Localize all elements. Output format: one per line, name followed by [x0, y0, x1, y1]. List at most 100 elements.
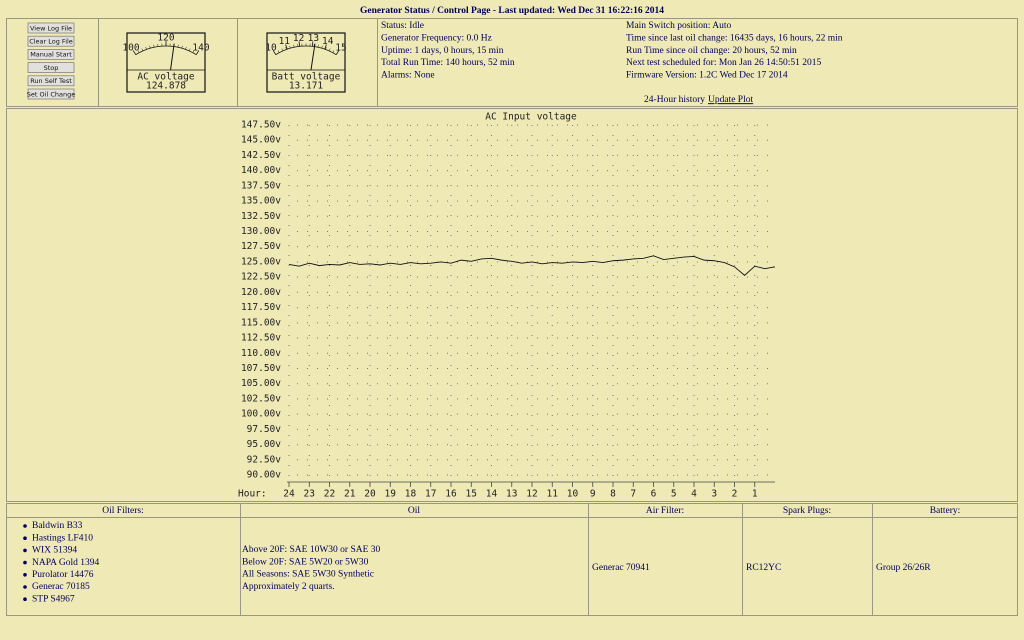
gauge-minor-tick — [195, 52, 198, 55]
button-label[interactable]: Clear Log File — [29, 38, 73, 46]
gauge-box — [266, 32, 346, 93]
gauge-scale-label: 14 — [322, 36, 334, 47]
gauge-minor-tick — [277, 50, 280, 53]
table-header: Air Filter: — [646, 506, 684, 516]
gauge-minor-tick — [332, 50, 335, 53]
button[interactable]: View Log File — [27, 22, 75, 34]
y-tick-label: 95.00v — [247, 439, 282, 450]
gauge-needle — [310, 43, 316, 70]
bullet — [23, 524, 27, 528]
y-tick-label: 125.00v — [241, 256, 281, 267]
status-line: Generator Frequency: 0.0 Hz — [381, 33, 492, 43]
y-tick-label: 142.50v — [241, 150, 281, 161]
gauge-minor-tick — [192, 50, 195, 53]
x-tick-label: 10 — [567, 489, 579, 500]
button[interactable]: Manual Start — [27, 49, 75, 60]
gauge-minor-tick — [335, 52, 338, 55]
status-line: Uptime: 1 days, 0 hours, 15 min — [381, 46, 504, 56]
gauge-minor-tick — [325, 47, 327, 50]
gauge-value: 124.878 — [146, 81, 186, 92]
gauge-scale-label: 120 — [157, 33, 174, 44]
button-face[interactable] — [27, 88, 75, 100]
x-tick-label: 16 — [445, 489, 457, 500]
button-label[interactable]: Manual Start — [30, 51, 72, 59]
oil-filter: Generac 70185 — [32, 582, 90, 592]
table-header: Spark Plugs: — [783, 506, 831, 516]
button-face[interactable] — [27, 62, 75, 73]
x-tick-label: 14 — [486, 489, 498, 500]
status-line: Firmware Version: 1.2C Wed Dec 17 2014 — [626, 70, 788, 80]
bullet — [23, 573, 27, 577]
x-tick-label: 21 — [344, 489, 356, 500]
page-title: Generator Status / Control Page - Last u… — [360, 6, 664, 16]
gauge-label: AC voltage — [137, 72, 194, 83]
x-tick-label: 18 — [405, 489, 417, 500]
gauge-minor-tick — [149, 45, 151, 49]
bullet — [23, 560, 27, 565]
button[interactable]: Run Self Test — [27, 75, 75, 87]
gauge-minor-tick — [185, 47, 187, 50]
button[interactable]: Set Oil Change — [27, 88, 75, 100]
x-tick-label: 4 — [691, 489, 697, 500]
y-tick-label: 97.50v — [247, 424, 282, 435]
y-tick-label: 127.50v — [241, 241, 281, 252]
y-tick-label: 110.00v — [241, 348, 281, 359]
button[interactable]: Stop — [27, 62, 75, 73]
gauge-scale-label: 11 — [279, 36, 291, 47]
table-header: Oil — [408, 506, 421, 516]
gauge-minor-tick — [317, 44, 319, 48]
x-tick-label: 7 — [630, 489, 636, 500]
button[interactable]: Clear Log File — [27, 35, 75, 47]
spark-plugs: RC12YC — [746, 563, 781, 573]
y-tick-label: 147.50v — [241, 120, 281, 131]
air-filter: Generac 70941 — [592, 563, 650, 573]
button-label[interactable]: View Log File — [30, 24, 72, 32]
gauge-minor-tick — [328, 48, 331, 52]
button-face[interactable] — [27, 35, 75, 47]
oil-line: Approximately 2 quarts. — [242, 582, 335, 592]
oil-filter: Baldwin B33 — [32, 521, 83, 531]
status-line: Run Time since oil change: 20 hours, 52 … — [626, 46, 797, 56]
y-tick-label: 112.50v — [241, 333, 281, 344]
data-line — [288, 255, 776, 276]
x-tick-label: 13 — [506, 489, 517, 500]
button-label[interactable]: Stop — [44, 64, 59, 72]
gauge-tick — [324, 44, 327, 50]
y-tick-label: 120.00v — [241, 287, 281, 298]
table-header: Battery: — [930, 506, 961, 516]
gauge-minor-tick — [321, 45, 323, 49]
gauge-tick — [285, 44, 288, 50]
gauge-scale-label: 10 — [265, 43, 277, 54]
button-face[interactable] — [27, 22, 75, 34]
button-label[interactable]: Run Self Test — [30, 77, 72, 85]
oil-line: Below 20F: SAE 5W20 or 5W30 — [242, 557, 369, 567]
status-line: Time since last oil change: 16435 days, … — [626, 33, 843, 43]
button-label[interactable]: Set Oil Change — [27, 90, 75, 98]
bullet — [23, 597, 27, 601]
x-tick-label: 9 — [590, 489, 596, 500]
x-tick-label: 1 — [752, 489, 758, 500]
x-tick-label: 12 — [526, 489, 537, 500]
x-tick-label: 19 — [385, 489, 397, 500]
update-plot-link[interactable]: Update Plot — [708, 95, 753, 105]
y-tick-label: 105.00v — [241, 378, 281, 389]
x-tick-label: 5 — [671, 489, 677, 500]
gauge-minor-tick — [293, 44, 295, 48]
oil-filter: Purolator 14476 — [32, 570, 94, 580]
gauge-minor-tick — [134, 52, 137, 55]
top-panel — [6, 18, 1018, 107]
gauge-scale-label: 100 — [122, 43, 139, 54]
button-face[interactable] — [27, 49, 75, 60]
gauge-tick — [311, 41, 314, 47]
panels — [6, 18, 1018, 616]
chart-panel — [6, 108, 1018, 502]
table-header: Oil Filters: — [102, 506, 143, 516]
gauge-minor-tick — [177, 44, 179, 48]
gauge-needle — [170, 43, 175, 70]
oil-line: Above 20F: SAE 10W30 or SAE 30 — [242, 545, 381, 555]
button-face[interactable] — [27, 75, 75, 87]
gauge-arc — [275, 45, 337, 56]
x-tick-label: 20 — [364, 489, 376, 500]
x-tick-label: 17 — [425, 489, 436, 500]
